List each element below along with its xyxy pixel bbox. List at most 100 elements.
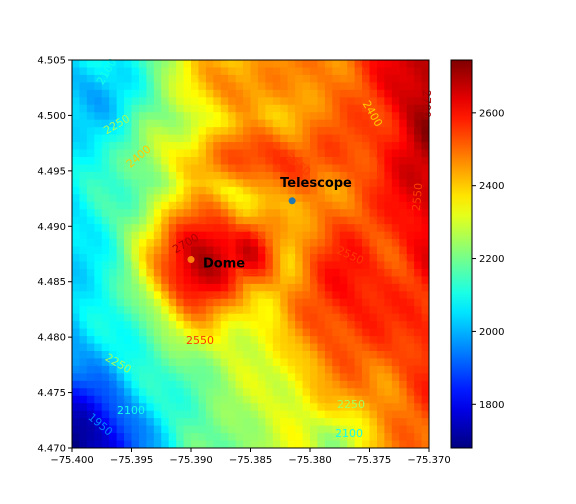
heatmap-cell bbox=[191, 149, 200, 158]
heatmap-cell bbox=[235, 179, 244, 188]
heatmap-cell bbox=[384, 74, 393, 83]
heatmap-cell bbox=[86, 268, 95, 277]
heatmap-cell bbox=[183, 418, 192, 427]
heatmap-cell bbox=[183, 179, 192, 188]
heatmap-cell bbox=[384, 403, 393, 412]
heatmap-cell bbox=[391, 433, 400, 442]
heatmap-cell bbox=[243, 89, 252, 98]
heatmap-cell bbox=[280, 164, 289, 173]
heatmap-cell bbox=[161, 425, 170, 434]
heatmap-cell bbox=[324, 97, 333, 106]
heatmap-cell bbox=[205, 134, 214, 143]
heatmap-cell bbox=[205, 395, 214, 404]
heatmap-cell bbox=[354, 104, 363, 113]
heatmap-cell bbox=[124, 157, 133, 166]
heatmap-cell bbox=[257, 380, 266, 389]
heatmap-cell bbox=[339, 373, 348, 382]
heatmap-cell bbox=[384, 82, 393, 91]
heatmap-cell bbox=[295, 321, 304, 330]
heatmap-cell bbox=[324, 224, 333, 233]
heatmap-cell bbox=[124, 388, 133, 397]
heatmap-cell bbox=[86, 239, 95, 248]
heatmap-cell bbox=[86, 104, 95, 113]
heatmap-cell bbox=[369, 164, 378, 173]
heatmap-cell bbox=[183, 388, 192, 397]
x-tick-label: −75.385 bbox=[229, 455, 272, 466]
heatmap-cell bbox=[243, 171, 252, 180]
heatmap-cell bbox=[94, 276, 103, 285]
heatmap-cell bbox=[101, 403, 110, 412]
heatmap-cell bbox=[109, 60, 118, 69]
heatmap-cell bbox=[339, 351, 348, 360]
heatmap-cell bbox=[376, 403, 385, 412]
heatmap-cell bbox=[124, 358, 133, 367]
heatmap-cell bbox=[369, 149, 378, 158]
heatmap-cell bbox=[272, 97, 281, 106]
heatmap-cell bbox=[287, 216, 296, 225]
heatmap-cell bbox=[272, 425, 281, 434]
heatmap-cell bbox=[324, 164, 333, 173]
heatmap-cell bbox=[272, 164, 281, 173]
heatmap-cell bbox=[362, 403, 371, 412]
heatmap-cell bbox=[280, 433, 289, 442]
heatmap-cell bbox=[347, 261, 356, 270]
heatmap-cell bbox=[138, 268, 147, 277]
heatmap-cell bbox=[116, 254, 125, 263]
heatmap-cell bbox=[257, 60, 266, 69]
heatmap-cell bbox=[153, 403, 162, 412]
heatmap-cell bbox=[146, 74, 155, 83]
heatmap-cell bbox=[243, 104, 252, 113]
heatmap-cell bbox=[235, 134, 244, 143]
heatmap-cell bbox=[198, 388, 207, 397]
heatmap-cell bbox=[391, 283, 400, 292]
heatmap-cell bbox=[317, 74, 326, 83]
heatmap-cell bbox=[310, 395, 319, 404]
heatmap-cell bbox=[116, 433, 125, 442]
heatmap-cell bbox=[168, 343, 177, 352]
heatmap-cell bbox=[354, 425, 363, 434]
heatmap-cell bbox=[421, 440, 429, 448]
heatmap-cell bbox=[384, 388, 393, 397]
heatmap-cell bbox=[295, 164, 304, 173]
heatmap-cell bbox=[228, 321, 237, 330]
heatmap-cell bbox=[101, 351, 110, 360]
heatmap-cell bbox=[243, 410, 252, 419]
heatmap-cell bbox=[421, 127, 429, 136]
heatmap-cell bbox=[94, 171, 103, 180]
heatmap-cell bbox=[287, 365, 296, 374]
heatmap-cell bbox=[421, 418, 429, 427]
heatmap-cell bbox=[406, 380, 415, 389]
heatmap-cell bbox=[421, 194, 429, 203]
heatmap-cell bbox=[101, 231, 110, 240]
heatmap-cell bbox=[384, 306, 393, 315]
heatmap-cell bbox=[332, 373, 341, 382]
heatmap-cell bbox=[153, 142, 162, 151]
heatmap-cell bbox=[213, 403, 222, 412]
heatmap-cell bbox=[354, 231, 363, 240]
heatmap-cell bbox=[362, 261, 371, 270]
heatmap-cell bbox=[205, 283, 214, 292]
heatmap-cell bbox=[399, 164, 408, 173]
heatmap-cell bbox=[72, 60, 81, 69]
heatmap-cell bbox=[302, 201, 311, 210]
heatmap-cell bbox=[228, 373, 237, 382]
heatmap-cell bbox=[347, 433, 356, 442]
heatmap-cell bbox=[183, 440, 192, 448]
heatmap-cell bbox=[131, 149, 140, 158]
heatmap-cell bbox=[94, 313, 103, 322]
heatmap-cell bbox=[213, 254, 222, 263]
heatmap-cell bbox=[347, 388, 356, 397]
heatmap-cell bbox=[347, 268, 356, 277]
heatmap-cell bbox=[146, 82, 155, 91]
heatmap-cell bbox=[250, 82, 259, 91]
heatmap-cell bbox=[235, 254, 244, 263]
heatmap-cell bbox=[198, 298, 207, 307]
heatmap-cell bbox=[324, 433, 333, 442]
heatmap-cell bbox=[205, 298, 214, 307]
heatmap-cell bbox=[243, 313, 252, 322]
heatmap-cell bbox=[406, 112, 415, 121]
heatmap-cell bbox=[265, 119, 274, 128]
heatmap-cell bbox=[191, 365, 200, 374]
heatmap-cell bbox=[116, 186, 125, 195]
heatmap-cell bbox=[391, 171, 400, 180]
